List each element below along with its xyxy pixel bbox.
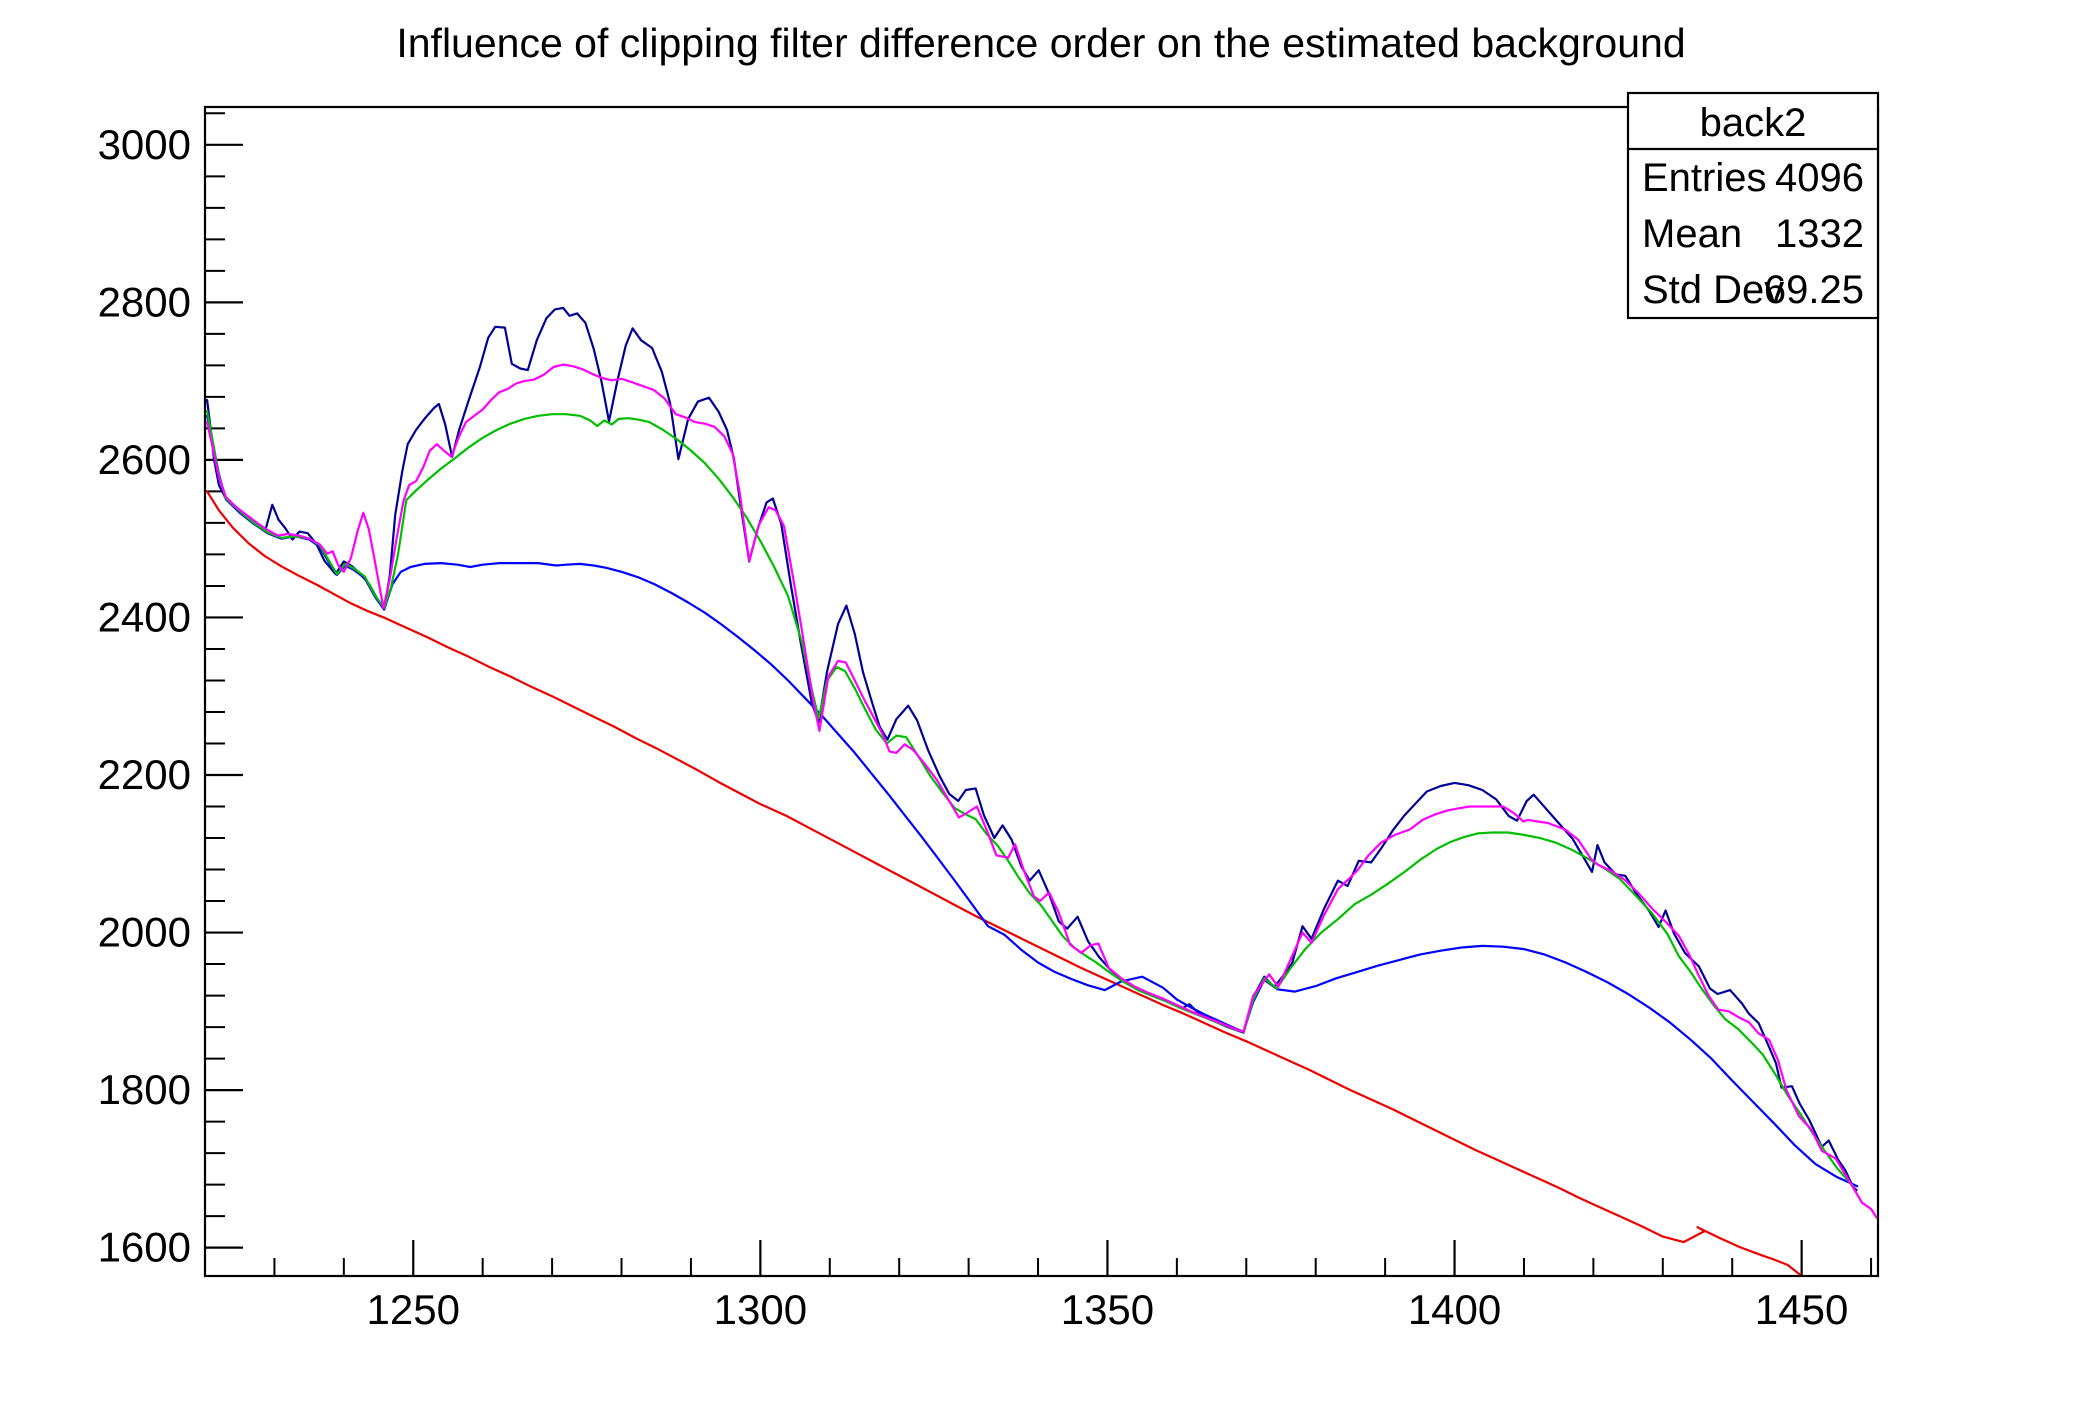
- x-tick-label: 1350: [1061, 1286, 1154, 1333]
- stats-box-title: back2: [1700, 101, 1807, 145]
- chart-title: Influence of clipping filter difference …: [396, 20, 1685, 66]
- y-tick-label: 2000: [98, 909, 191, 956]
- stats-entries-value: 4096: [1775, 156, 1864, 200]
- magenta-line: [206, 363, 1878, 1219]
- x-tick-label: 1400: [1408, 1286, 1501, 1333]
- stats-mean-label: Mean: [1642, 212, 1742, 256]
- red-line: [206, 490, 1803, 1276]
- axis-tick-labels: 1250 1300 1350 1400 1450 1600 1800 2000 2200 2400…: [98, 121, 1849, 1333]
- stats-mean-value: 1332: [1775, 212, 1864, 256]
- blue-line: [206, 414, 1859, 1188]
- stats-box: back2 Entries 4096 Mean 1332 Std Dev 69.…: [1626, 91, 1880, 320]
- y-tick-label: 2600: [98, 436, 191, 483]
- y-tick-label: 3000: [98, 121, 191, 168]
- y-tick-label: 1600: [98, 1224, 191, 1271]
- x-tick-label: 1300: [714, 1286, 807, 1333]
- dark-blue-spectrum-line: [206, 306, 1858, 1192]
- data-series-layer: [206, 306, 1878, 1276]
- x-tick-label: 1450: [1755, 1286, 1848, 1333]
- axis-ticks: [205, 112, 1873, 1276]
- stats-stddev-label: Std Dev: [1642, 268, 1784, 312]
- y-tick-label: 1800: [98, 1066, 191, 1113]
- stats-box-border: [1626, 91, 1880, 320]
- stats-entries-label: Entries: [1642, 156, 1767, 200]
- y-tick-label: 2200: [98, 751, 191, 798]
- plot-frame: [203, 105, 1880, 1278]
- stats-stddev-value: 69.25: [1764, 268, 1864, 312]
- y-tick-label: 2800: [98, 278, 191, 325]
- x-tick-label: 1250: [367, 1286, 460, 1333]
- green-line: [206, 410, 1855, 1189]
- y-tick-label: 2400: [98, 593, 191, 640]
